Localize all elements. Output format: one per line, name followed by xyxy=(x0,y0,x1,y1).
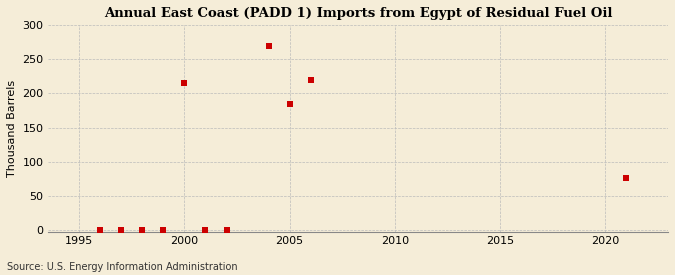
Point xyxy=(221,228,232,232)
Point xyxy=(95,228,106,232)
Point xyxy=(305,78,316,82)
Point xyxy=(620,176,631,180)
Title: Annual East Coast (PADD 1) Imports from Egypt of Residual Fuel Oil: Annual East Coast (PADD 1) Imports from … xyxy=(104,7,612,20)
Point xyxy=(179,81,190,86)
Text: Source: U.S. Energy Information Administration: Source: U.S. Energy Information Administ… xyxy=(7,262,238,272)
Point xyxy=(158,228,169,232)
Point xyxy=(116,228,127,232)
Point xyxy=(263,43,274,48)
Y-axis label: Thousand Barrels: Thousand Barrels xyxy=(7,80,17,177)
Point xyxy=(137,228,148,232)
Point xyxy=(284,101,295,106)
Point xyxy=(200,228,211,232)
